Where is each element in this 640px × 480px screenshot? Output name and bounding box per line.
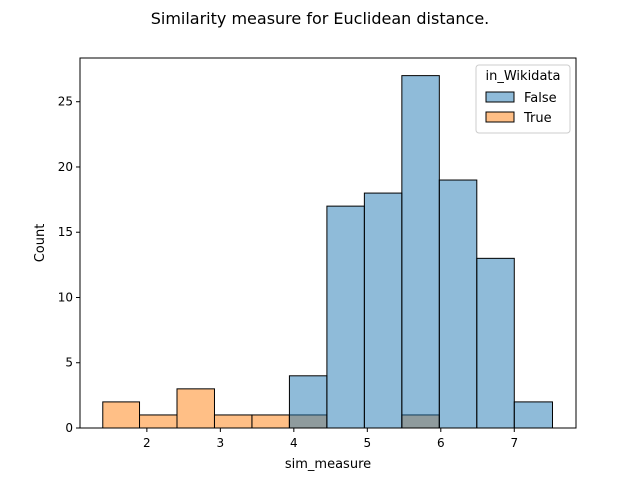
plot-area [79,57,577,429]
bar-true-bin-0 [102,401,141,429]
bar-false-bin-6 [326,205,365,429]
bar-false-bin-5 [288,375,328,429]
y-tick-label: 20 [58,160,73,174]
y-axis-label: Count [33,224,48,263]
x-axis-ticks: 2 3 4 5 6 7 [143,428,518,450]
x-tick-label: 5 [363,436,371,450]
legend-label-true: True [523,111,552,126]
y-axis-ticks: 0 5 10 15 20 25 [58,95,80,435]
legend-swatch-true [485,111,515,123]
x-tick-label: 3 [217,436,225,450]
y-tick-label: 5 [65,356,73,370]
y-tick-label: 10 [58,290,73,304]
bar-false-bin-8 [401,75,440,429]
bar-true-bin-2 [176,388,215,429]
bar-false-bin-7 [363,192,403,429]
bar-true-bin-4 [251,414,290,429]
legend-swatch-false [485,91,515,103]
bar-true-bin-1 [139,414,178,429]
x-tick-label: 4 [290,436,298,450]
legend-title: in_Wikidata [486,69,561,84]
legend-label-false: False [524,91,557,106]
y-tick-label: 15 [58,225,73,239]
legend: in_Wikidata False True [475,64,571,134]
chart-title: Similarity measure for Euclidean distanc… [151,9,490,28]
bar-false-bin-10 [476,257,515,429]
x-axis-label: sim_measure [285,457,371,472]
bar-false-bin-9 [438,179,478,429]
axes-frame [79,57,577,429]
y-tick-label: 0 [65,421,73,435]
x-tick-label: 2 [143,436,151,450]
y-tick-label: 25 [58,95,73,109]
bar-false-bin-11 [513,401,553,429]
bar-true-bin-3 [213,414,253,429]
x-tick-label: 6 [437,436,445,450]
x-tick-label: 7 [510,436,518,450]
series-false-bars [288,75,553,429]
